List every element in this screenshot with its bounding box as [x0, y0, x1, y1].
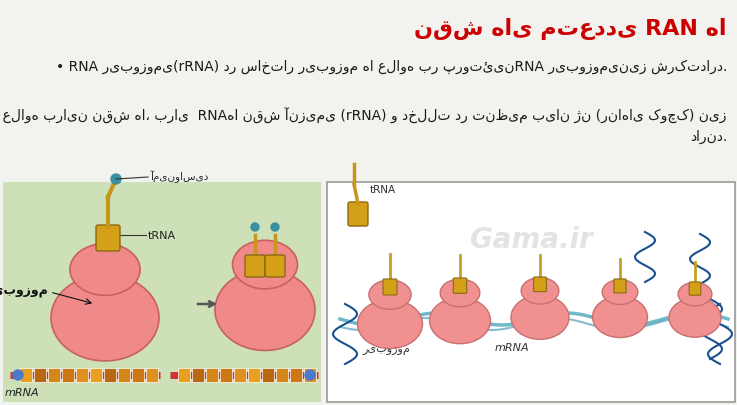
Ellipse shape: [593, 296, 648, 338]
Bar: [276, 368, 288, 382]
Bar: [104, 368, 116, 382]
Ellipse shape: [440, 279, 480, 307]
Bar: [178, 368, 190, 382]
Bar: [146, 368, 158, 382]
FancyBboxPatch shape: [383, 279, 397, 295]
Bar: [90, 368, 102, 382]
Ellipse shape: [70, 244, 140, 296]
Text: tRNA: tRNA: [148, 230, 176, 241]
Ellipse shape: [521, 278, 559, 304]
Bar: [304, 368, 316, 382]
Text: tRNA: tRNA: [370, 185, 396, 194]
Text: نقش های متعددی RAN ها: نقش های متعددی RAN ها: [414, 18, 727, 40]
FancyBboxPatch shape: [534, 277, 546, 292]
Bar: [192, 368, 204, 382]
Text: Gama.ir: Gama.ir: [469, 226, 593, 254]
FancyBboxPatch shape: [96, 226, 120, 252]
Text: دارند.: دارند.: [690, 130, 727, 144]
Bar: [206, 368, 218, 382]
Bar: [76, 368, 88, 382]
Ellipse shape: [51, 275, 159, 361]
Ellipse shape: [232, 241, 298, 289]
Ellipse shape: [511, 296, 569, 339]
Bar: [327, 183, 735, 402]
Ellipse shape: [357, 300, 422, 349]
Circle shape: [13, 370, 23, 380]
FancyBboxPatch shape: [453, 278, 467, 294]
Circle shape: [111, 175, 121, 185]
FancyBboxPatch shape: [348, 202, 368, 226]
Bar: [132, 368, 144, 382]
Bar: [248, 368, 260, 382]
Bar: [20, 368, 32, 382]
Bar: [34, 368, 46, 382]
FancyBboxPatch shape: [689, 282, 701, 296]
Text: • RNA ریبوزومی‌(rRNA) در ساختار ریبوزوم ها علاوه بر پروتئینRNA ریبوزومی‌نیز شرکت: • RNA ریبوزومی‌(rRNA) در ساختار ریبوزوم …: [55, 60, 727, 74]
Ellipse shape: [369, 280, 411, 309]
Bar: [48, 368, 60, 382]
Text: ریبوزوم: ریبوزوم: [0, 284, 48, 297]
Bar: [62, 368, 74, 382]
Text: • علاوه براین نقش ها، برای  RNAها نقش آنزیمی (rRNA) و دخللت در تنظیم بیان ژن (رن: • علاوه براین نقش ها، برای RNAها نقش آنز…: [0, 108, 727, 124]
Ellipse shape: [602, 280, 638, 305]
Bar: [262, 368, 274, 382]
Ellipse shape: [430, 298, 491, 344]
Text: آمینواسید: آمینواسید: [150, 171, 209, 183]
Ellipse shape: [678, 283, 712, 306]
Text: mRNA: mRNA: [5, 387, 40, 397]
Text: mRNA: mRNA: [495, 342, 530, 352]
FancyBboxPatch shape: [245, 256, 265, 277]
Circle shape: [251, 224, 259, 231]
FancyBboxPatch shape: [265, 256, 285, 277]
Bar: [220, 368, 232, 382]
Bar: [118, 368, 130, 382]
Circle shape: [305, 370, 315, 380]
Bar: [290, 368, 302, 382]
Bar: [3, 183, 321, 402]
Bar: [234, 368, 246, 382]
Ellipse shape: [669, 298, 721, 337]
FancyBboxPatch shape: [614, 279, 626, 293]
Text: ریبوزوم: ریبوزوم: [362, 344, 410, 354]
Circle shape: [271, 224, 279, 231]
Ellipse shape: [215, 270, 315, 351]
